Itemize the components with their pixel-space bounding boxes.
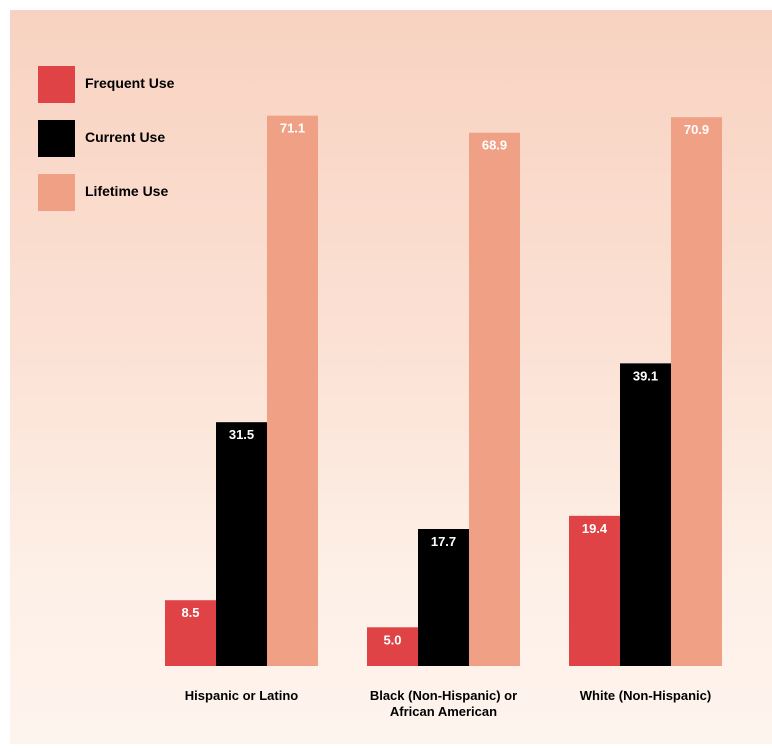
chart-canvas: Frequent Use Current Use Lifetime Use 8.… [10,10,772,744]
bar-lifetime-use-black-non-hispanic-or-african-american [469,132,520,666]
legend-item-lifetime-use: Lifetime Use [38,174,278,211]
legend-item-current-use: Current Use [38,120,278,157]
value-label-lifetime-use-white-non-hispanic: 70.9 [684,122,709,137]
value-label-current-use-black-non-hispanic-or-african-american: 17.7 [431,534,456,549]
legend-label-frequent-use: Frequent Use [85,75,175,91]
bar-current-use-black-non-hispanic-or-african-american [418,529,469,666]
bar-chart: 8.5 31.5 71.1 Hispanic or Latino 5.0 17.7 68.9… [165,115,722,719]
legend-swatch-current-use [38,120,75,157]
bar-group-white-non-hispanic: 19.4 39.1 70.9 [569,117,722,666]
category-label-black-non-hispanic-or-african-american: Black (Non-Hispanic) or African American [370,688,517,719]
legend-label-current-use: Current Use [85,129,166,145]
value-label-lifetime-use-hispanic-or-latino: 71.1 [280,121,305,136]
value-label-frequent-use-hispanic-or-latino: 8.5 [181,605,199,620]
value-label-current-use-hispanic-or-latino: 31.5 [229,427,254,442]
legend-swatch-frequent-use [38,66,75,103]
bar-current-use-white-non-hispanic [620,363,671,666]
bar-group-hispanic-or-latino: 8.5 31.5 71.1 [165,115,318,667]
value-label-lifetime-use-black-non-hispanic-or-african-american: 68.9 [482,138,507,153]
bar-current-use-hispanic-or-latino [216,422,267,666]
bar-frequent-use-white-non-hispanic [569,515,620,666]
category-label-hispanic-or-latino: Hispanic or Latino [185,688,298,703]
bar-group-black-non-hispanic-or-african-american: 5.0 17.7 68.9 [367,132,520,666]
legend-swatch-lifetime-use [38,174,75,211]
value-label-frequent-use-black-non-hispanic-or-african-american: 5.0 [383,632,401,647]
bar-lifetime-use-white-non-hispanic [671,117,722,666]
bar-lifetime-use-hispanic-or-latino [267,115,318,667]
category-label-white-non-hispanic: White (Non-Hispanic) [580,688,711,703]
value-label-current-use-white-non-hispanic: 39.1 [633,368,658,383]
bar-frequent-use-hispanic-or-latino [165,600,216,666]
bar-frequent-use-black-non-hispanic-or-african-american [367,627,418,666]
legend-item-frequent-use: Frequent Use [38,66,278,103]
legend-label-lifetime-use: Lifetime Use [85,183,169,199]
value-label-frequent-use-white-non-hispanic: 19.4 [582,521,608,536]
